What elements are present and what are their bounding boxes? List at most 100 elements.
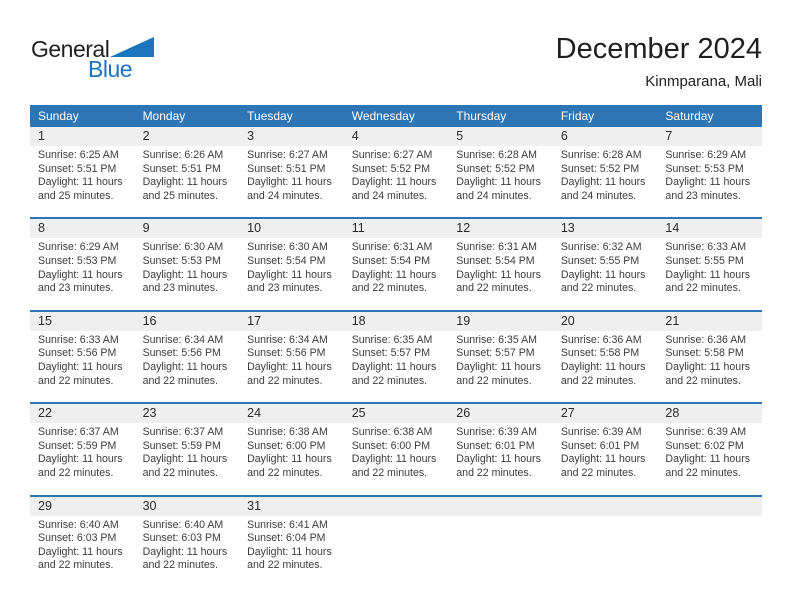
- day-number: 31: [239, 496, 344, 516]
- daylight-text: Daylight: 11 hours and 22 minutes.: [665, 268, 751, 295]
- sunrise-text: Sunrise: 6:26 AM: [142, 149, 224, 161]
- day-details: Sunrise: 6:38 AM Sunset: 6:00 PM Daylight:…: [239, 423, 344, 494]
- day-number: 12: [448, 219, 553, 239]
- sunset-text: Sunset: 5:56 PM: [142, 347, 221, 360]
- daylight-text: Daylight: 11 hours and 22 minutes.: [665, 360, 751, 387]
- day-number: 29: [30, 496, 135, 516]
- general-blue-logo: General Blue: [31, 36, 155, 83]
- day-details: Sunrise: 6:40 AM Sunset: 6:03 PM Daylight:…: [30, 516, 135, 587]
- daylight-text: Daylight: 11 hours and 22 minutes.: [665, 453, 751, 479]
- sunrise-text: Sunrise: 6:29 AM: [38, 241, 119, 254]
- sunrise-text: Sunrise: 6:34 AM: [247, 333, 328, 346]
- day-number-empty: [552, 496, 658, 516]
- day-details: Sunrise: 6:38 AM Sunset: 6:00 PM Daylight:…: [344, 423, 449, 494]
- sunrise-text: Sunrise: 6:35 AM: [456, 333, 537, 346]
- weekday-header-thursday: Thursday: [456, 109, 507, 123]
- daylight-text: Daylight: 11 hours and 23 minutes.: [38, 268, 123, 295]
- daylight-text: Daylight: 11 hours and 24 minutes.: [247, 176, 332, 202]
- title-block: December 2024 Kinmparana, Mali: [556, 33, 762, 90]
- calendar-weeks: 1 Sunrise: 6:25 AM Sunset: 5:51 PM Daylight…: [30, 127, 762, 587]
- day-details: Sunrise: 6:26 AM Sunset: 5:51 PM Daylight:…: [135, 146, 240, 217]
- sunrise-text: Sunrise: 6:27 AM: [351, 149, 433, 161]
- day-details: Sunrise: 6:41 AM Sunset: 6:04 PM Daylight:…: [239, 516, 344, 587]
- weekday-header-friday: Friday: [560, 109, 595, 123]
- week-row-3: 15 Sunrise: 6:33 AM Sunset: 5:56 PM Dayligh…: [30, 309, 762, 402]
- sunset-text: Sunset: 6:03 PM: [38, 532, 117, 545]
- sunrise-text: Sunrise: 6:32 AM: [560, 241, 642, 254]
- sunrise-text: Sunrise: 6:39 AM: [560, 426, 642, 439]
- day-number: 25: [343, 404, 449, 424]
- day-number: 2: [134, 127, 240, 146]
- weekday-header-sunday: Sunday: [38, 109, 79, 123]
- day-number-empty: [343, 496, 449, 516]
- day-details: Sunrise: 6:39 AM Sunset: 6:01 PM Daylight:…: [448, 423, 553, 494]
- sunrise-text: Sunrise: 6:39 AM: [665, 426, 747, 439]
- sunrise-text: Sunrise: 6:29 AM: [665, 149, 747, 161]
- daylight-text: Daylight: 11 hours and 22 minutes.: [456, 453, 541, 479]
- day-details: Sunrise: 6:32 AM Sunset: 5:55 PM Daylight:…: [553, 238, 658, 309]
- sunrise-text: Sunrise: 6:28 AM: [560, 149, 642, 161]
- day-cell-31: 31 Sunrise: 6:41 AM Sunset: 6:04 PM Dayligh…: [239, 496, 344, 587]
- sunset-text: Sunset: 5:55 PM: [560, 254, 640, 267]
- day-cell-12: 12 Sunrise: 6:31 AM Sunset: 5:54 PM Dayligh…: [448, 219, 553, 309]
- sunrise-text: Sunrise: 6:30 AM: [247, 241, 328, 254]
- day-details: Sunrise: 6:28 AM Sunset: 5:52 PM Daylight:…: [448, 146, 553, 217]
- page-title: December 2024: [555, 33, 762, 65]
- sunset-text: Sunset: 5:51 PM: [38, 162, 117, 175]
- day-number: 11: [343, 219, 449, 239]
- sunrise-text: Sunrise: 6:37 AM: [142, 426, 224, 439]
- sunset-text: Sunset: 5:59 PM: [142, 439, 221, 452]
- calendar-table: Sunday Monday Tuesday Wednesday Thursday Frid…: [30, 105, 762, 587]
- sunrise-text: Sunrise: 6:38 AM: [247, 426, 328, 439]
- day-details: Sunrise: 6:36 AM Sunset: 5:58 PM Daylight:…: [553, 331, 658, 402]
- day-cell-empty: [343, 496, 449, 587]
- day-number: 3: [239, 127, 344, 146]
- logo-text-general: General: [31, 36, 110, 62]
- sunrise-text: Sunrise: 6:39 AM: [456, 426, 537, 439]
- daylight-text: Daylight: 11 hours and 22 minutes.: [142, 360, 228, 387]
- sunset-text: Sunset: 6:01 PM: [456, 439, 535, 452]
- sunset-text: Sunset: 5:53 PM: [142, 254, 221, 267]
- day-number-empty: [657, 496, 762, 516]
- day-number: 13: [552, 219, 658, 239]
- daylight-text: Daylight: 11 hours and 22 minutes.: [351, 453, 437, 479]
- day-details: Sunrise: 6:31 AM Sunset: 5:54 PM Daylight:…: [448, 238, 553, 309]
- daylight-text: Daylight: 11 hours and 22 minutes.: [351, 268, 437, 295]
- daylight-text: Daylight: 11 hours and 25 minutes.: [142, 176, 228, 202]
- day-cell-7: 7 Sunrise: 6:29 AM Sunset: 5:53 PM Daylight…: [657, 127, 762, 217]
- sunset-text: Sunset: 5:53 PM: [665, 162, 744, 175]
- sunset-text: Sunset: 5:52 PM: [351, 162, 431, 175]
- sunrise-text: Sunrise: 6:30 AM: [142, 241, 224, 254]
- day-cell-6: 6 Sunrise: 6:28 AM Sunset: 5:52 PM Daylight…: [552, 127, 658, 217]
- sunrise-text: Sunrise: 6:34 AM: [142, 333, 224, 346]
- sunset-text: Sunset: 5:54 PM: [456, 254, 535, 267]
- sunrise-text: Sunrise: 6:36 AM: [665, 333, 747, 346]
- day-cell-21: 21 Sunrise: 6:36 AM Sunset: 5:58 PM Dayligh…: [657, 311, 762, 402]
- day-number-empty: [448, 496, 553, 516]
- day-cell-empty: [448, 496, 553, 587]
- day-details: Sunrise: 6:29 AM Sunset: 5:53 PM Daylight:…: [657, 146, 762, 217]
- day-cell-18: 18 Sunrise: 6:35 AM Sunset: 5:57 PM Dayligh…: [343, 311, 449, 402]
- day-cell-26: 26 Sunrise: 6:39 AM Sunset: 6:01 PM Dayligh…: [448, 404, 553, 494]
- day-cell-29: 29 Sunrise: 6:40 AM Sunset: 6:03 PM Dayligh…: [30, 496, 135, 587]
- sunrise-text: Sunrise: 6:31 AM: [456, 241, 537, 254]
- day-details: Sunrise: 6:30 AM Sunset: 5:53 PM Daylight:…: [135, 238, 240, 309]
- weekday-header-saturday: Saturday: [665, 109, 714, 123]
- daylight-text: Daylight: 11 hours and 24 minutes.: [456, 176, 541, 202]
- day-number: 1: [30, 127, 135, 146]
- sunset-text: Sunset: 5:59 PM: [38, 439, 117, 452]
- day-cell-20: 20 Sunrise: 6:36 AM Sunset: 5:58 PM Dayligh…: [552, 311, 658, 402]
- sunset-text: Sunset: 5:56 PM: [247, 347, 326, 360]
- day-cell-10: 10 Sunrise: 6:30 AM Sunset: 5:54 PM Dayligh…: [239, 219, 344, 309]
- day-number: 27: [552, 404, 658, 424]
- day-details: Sunrise: 6:27 AM Sunset: 5:51 PM Daylight:…: [239, 146, 344, 217]
- day-details: Sunrise: 6:25 AM Sunset: 5:51 PM Daylight:…: [30, 146, 135, 217]
- sunset-text: Sunset: 5:54 PM: [351, 254, 431, 267]
- sunrise-text: Sunrise: 6:27 AM: [247, 149, 328, 161]
- day-number: 19: [448, 311, 553, 331]
- weekday-header-row: Sunday Monday Tuesday Wednesday Thursday Frid…: [30, 105, 762, 127]
- daylight-text: Daylight: 11 hours and 23 minutes.: [142, 268, 228, 295]
- day-number: 9: [134, 219, 240, 239]
- day-cell-5: 5 Sunrise: 6:28 AM Sunset: 5:52 PM Daylight…: [448, 127, 553, 217]
